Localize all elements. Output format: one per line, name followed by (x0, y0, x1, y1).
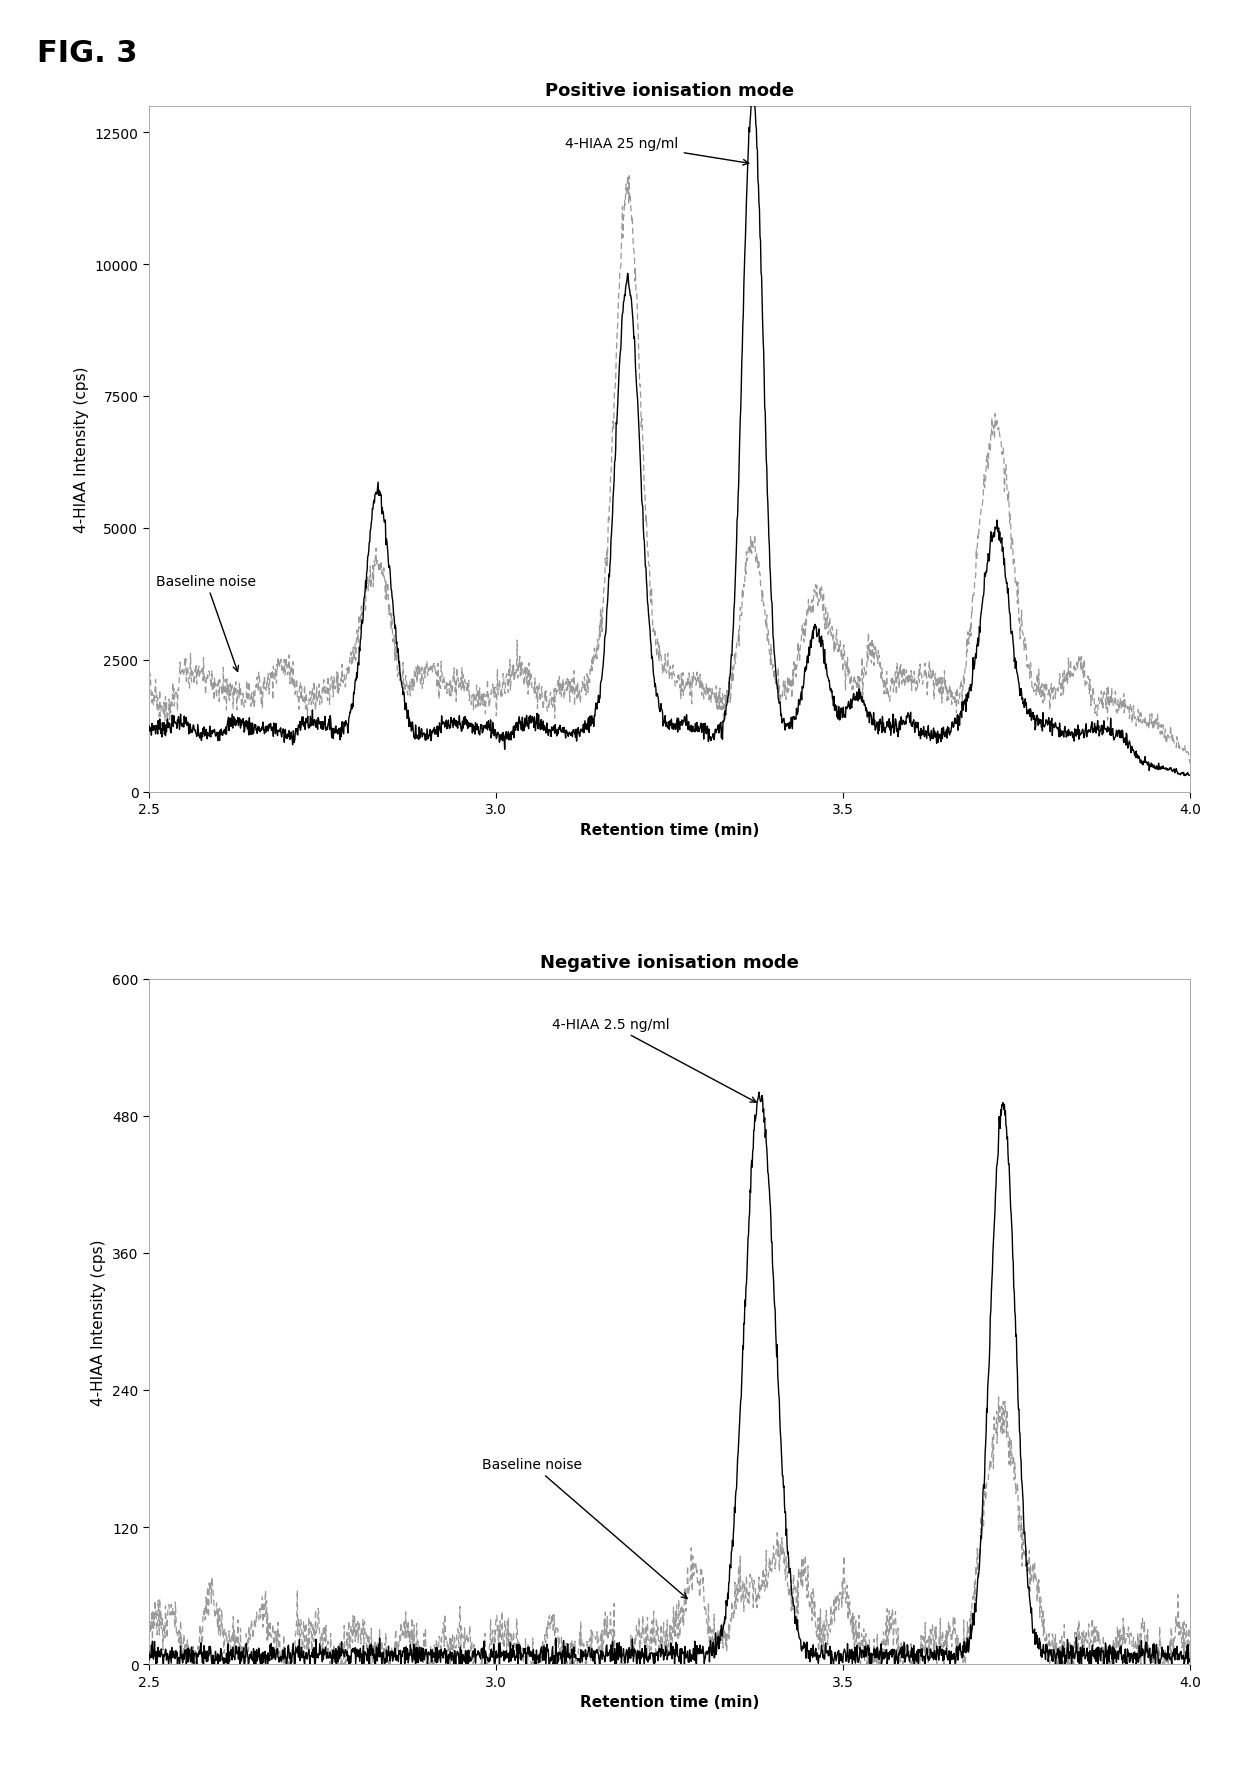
X-axis label: Retention time (min): Retention time (min) (580, 822, 759, 837)
Text: Baseline noise: Baseline noise (156, 575, 255, 673)
X-axis label: Retention time (min): Retention time (min) (580, 1695, 759, 1709)
Text: 4-HIAA 2.5 ng/ml: 4-HIAA 2.5 ng/ml (552, 1018, 756, 1102)
Text: FIG. 3: FIG. 3 (37, 39, 138, 68)
Text: 4-HIAA 25 ng/ml: 4-HIAA 25 ng/ml (565, 137, 749, 166)
Y-axis label: 4-HIAA Intensity (cps): 4-HIAA Intensity (cps) (92, 1239, 107, 1404)
Y-axis label: 4-HIAA Intensity (cps): 4-HIAA Intensity (cps) (74, 367, 89, 532)
Title: Negative ionisation mode: Negative ionisation mode (541, 954, 799, 972)
Text: Baseline noise: Baseline noise (482, 1458, 687, 1598)
Title: Positive ionisation mode: Positive ionisation mode (546, 82, 794, 100)
